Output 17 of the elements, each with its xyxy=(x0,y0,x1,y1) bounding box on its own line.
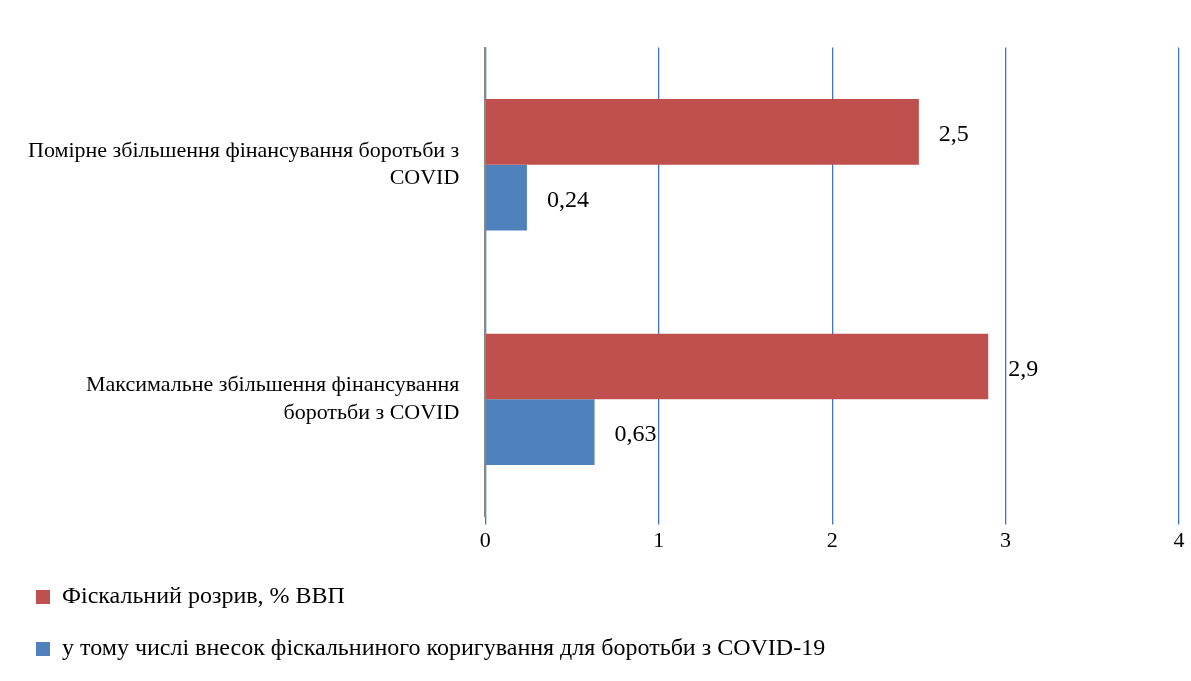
legend-label: у тому числі внесок фіскальниного коригування для боротьби з COVID-19 xyxy=(62,634,826,661)
data-label: 0,24 xyxy=(546,185,589,212)
x-tick-label: 0 xyxy=(479,526,491,552)
data-label: 2,5 xyxy=(938,120,969,147)
data-label: 2,9 xyxy=(1008,354,1039,381)
x-tick-label: 3 xyxy=(1000,526,1012,552)
x-tick-label: 1 xyxy=(653,526,665,552)
bar xyxy=(485,399,595,465)
y-tick-label: Максимальне збільшення фінансування боротьби з COVID xyxy=(85,371,460,424)
x-tick-label: 2 xyxy=(826,526,838,552)
data-label: 0,63 xyxy=(614,420,657,447)
bar xyxy=(485,333,989,400)
y-tick-label: Помірне збільшення фінансування боротьби з COVID xyxy=(28,136,460,190)
legend-label: Фіскальний розрив, % ВВП xyxy=(62,582,345,609)
bar xyxy=(485,164,527,231)
bar xyxy=(485,99,919,165)
x-tick-label: 4 xyxy=(1173,526,1185,552)
